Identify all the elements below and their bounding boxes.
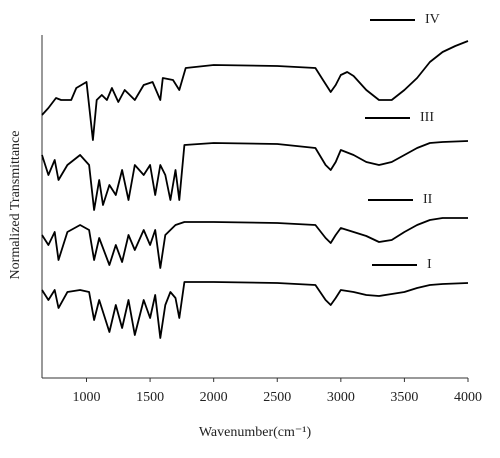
x-axis-title: Wavenumber(cm⁻¹) xyxy=(199,425,312,440)
x-tick-label: 2000 xyxy=(200,390,228,405)
spectrum-line xyxy=(41,140,469,211)
x-tick-label: 3500 xyxy=(390,390,418,405)
spectrum-line xyxy=(41,217,468,269)
x-tick-label: 1000 xyxy=(73,390,101,405)
x-tick-label: 4000 xyxy=(454,390,482,405)
legend-label: IV xyxy=(425,12,440,27)
y-axis-title: Normalized Transmittance xyxy=(8,131,23,280)
spectrum-line xyxy=(41,40,469,141)
legend-label: II xyxy=(423,192,433,207)
x-tick-label: 2500 xyxy=(263,390,291,405)
spectrum-line xyxy=(41,281,469,339)
legend-label: III xyxy=(420,110,434,125)
legend-label: I xyxy=(427,257,432,272)
x-tick-label: 3000 xyxy=(327,390,355,405)
x-tick-label: 1500 xyxy=(136,390,164,405)
